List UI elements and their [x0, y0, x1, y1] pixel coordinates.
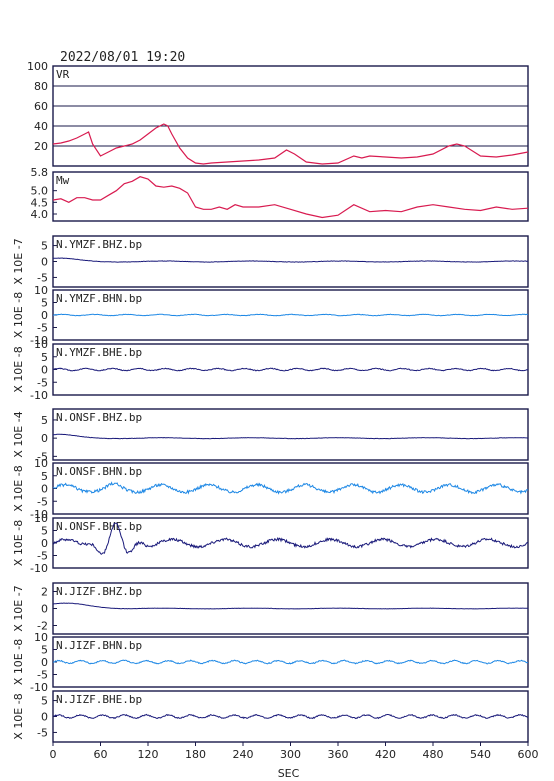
panel-5-ytick-label: 5	[41, 351, 48, 364]
panel-5-ytick-label: -10	[30, 389, 48, 402]
panel-2-ytick-label: 5.8	[31, 166, 49, 179]
panel-6-unit-label: X 10E -4	[12, 411, 25, 457]
xtick-label: 480	[423, 748, 444, 761]
panel-8-ytick-label: 5	[41, 525, 48, 538]
panel-7-ytick-label: 10	[34, 457, 48, 470]
panel-8-trace-line	[52, 522, 529, 555]
panel-4-label: N.YMZF.BHN.bp	[56, 292, 142, 305]
xtick-label: 300	[280, 748, 301, 761]
panel-10-ytick-label: -10	[30, 681, 48, 694]
panel-2-ytick-label: 5.0	[31, 185, 49, 198]
panel-10-ytick-label: 0	[41, 656, 48, 669]
xtick-label: 120	[138, 748, 159, 761]
panel-8-ytick-label: 10	[34, 512, 48, 525]
panel-11-ytick-label: 0	[41, 711, 48, 724]
panel-2-label: Mw	[56, 174, 70, 187]
panel-8-ytick-label: -10	[30, 562, 48, 575]
xtick-label: 180	[185, 748, 206, 761]
panel-7-ytick-label: 5	[41, 470, 48, 483]
panel-11-label: N.JIZF.BHE.bp	[56, 693, 142, 706]
panel-3-unit-label: X 10E -7	[12, 238, 25, 284]
panel-7-ytick-label: 0	[41, 483, 48, 496]
panel-6-ytick-label: 5	[41, 414, 48, 427]
panel-4-ytick-label: -10	[30, 334, 48, 347]
panel-1-series-line	[52, 123, 529, 165]
panel-9-ytick-label: 0	[41, 603, 48, 616]
panel-10-ytick-label: 10	[34, 631, 48, 644]
panel-8-unit-label: X 10E -8	[12, 520, 25, 566]
panel-3-label: N.YMZF.BHZ.bp	[56, 238, 142, 251]
panel-9-ytick-label: -2	[37, 620, 48, 633]
panel-7-ytick-label: -5	[37, 495, 48, 508]
panel-6-ytick-label: -5	[37, 450, 48, 463]
panel-9-label: N.JIZF.BHZ.bp	[56, 585, 142, 598]
xtick-label: 0	[50, 748, 57, 761]
panel-10-label: N.JIZF.BHN.bp	[56, 639, 142, 652]
panel-5-ytick-label: -5	[37, 376, 48, 389]
x-axis-label: SEC	[278, 767, 300, 780]
panel-11-ytick-label: 5	[41, 695, 48, 708]
panel-4-ytick-label: 5	[41, 297, 48, 310]
panel-2-ytick-label: 4.0	[31, 208, 49, 221]
panel-8-ytick-label: 0	[41, 537, 48, 550]
panel-9-trace-line	[52, 602, 529, 610]
xtick-label: 60	[94, 748, 108, 761]
panel-7-trace-line	[52, 481, 529, 495]
panel-1-frame	[52, 65, 529, 167]
panel-4-trace-line	[52, 313, 528, 317]
xtick-label: 420	[375, 748, 396, 761]
panel-11-trace-line	[52, 713, 529, 720]
panel-3-trace-line	[52, 257, 529, 263]
chart-title: 2022/08/01 19:20	[60, 50, 186, 65]
panel-6-trace-line	[52, 433, 528, 440]
panel-1-ytick-label: 40	[34, 120, 48, 133]
panel-11-unit-label: X 10E -8	[12, 693, 25, 739]
panel-2-series-line	[52, 176, 529, 219]
xtick-label: 240	[233, 748, 254, 761]
panel-10-unit-label: X 10E -8	[12, 639, 25, 685]
panel-8-ytick-label: -5	[37, 550, 48, 563]
panel-4-ytick-label: -5	[37, 322, 48, 335]
panel-1-ytick-label: 60	[34, 100, 48, 113]
panel-5-label: N.YMZF.BHE.bp	[56, 346, 142, 359]
panel-2-ytick-label: 4.5	[31, 196, 49, 209]
panel-5-ytick-label: 0	[41, 364, 48, 377]
panel-7-ytick-label: -10	[30, 508, 48, 521]
panel-9-ytick-label: 2	[41, 586, 48, 599]
panel-7-label: N.ONSF.BHN.bp	[56, 465, 142, 478]
panel-4-ytick-label: 10	[34, 284, 48, 297]
panel-6-ytick-label: 0	[41, 432, 48, 445]
panel-2-frame	[52, 171, 529, 222]
panel-5-unit-label: X 10E -8	[12, 346, 25, 392]
panel-4-unit-label: X 10E -8	[12, 292, 25, 338]
panel-1-label: VR	[56, 68, 70, 81]
panel-3-ytick-label: 0	[41, 256, 48, 269]
panel-5-trace-line	[52, 367, 529, 372]
xtick-label: 540	[470, 748, 491, 761]
panel-9-unit-label: X 10E -7	[12, 585, 25, 631]
panel-1-ytick-label: 80	[34, 80, 48, 93]
panel-10-ytick-label: -5	[37, 669, 48, 682]
panel-10-ytick-label: 5	[41, 644, 48, 657]
panel-3-ytick-label: 5	[41, 240, 48, 253]
panel-5-ytick-label: 10	[34, 338, 48, 351]
panel-6-frame	[52, 408, 529, 461]
panel-4-ytick-label: 0	[41, 309, 48, 322]
panel-3-ytick-label: -5	[37, 271, 48, 284]
xtick-label: 600	[518, 748, 539, 761]
panel-10-trace-line	[52, 659, 529, 665]
panel-7-unit-label: X 10E -8	[12, 465, 25, 511]
panel-8-label: N.ONSF.BHE.bp	[56, 520, 142, 533]
panel-1-ytick-label: 20	[34, 140, 48, 153]
panel-1-ytick-label: 100	[27, 60, 48, 73]
panel-6-label: N.ONSF.BHZ.bp	[56, 411, 142, 424]
xtick-label: 360	[328, 748, 349, 761]
panel-11-ytick-label: -5	[37, 726, 48, 739]
